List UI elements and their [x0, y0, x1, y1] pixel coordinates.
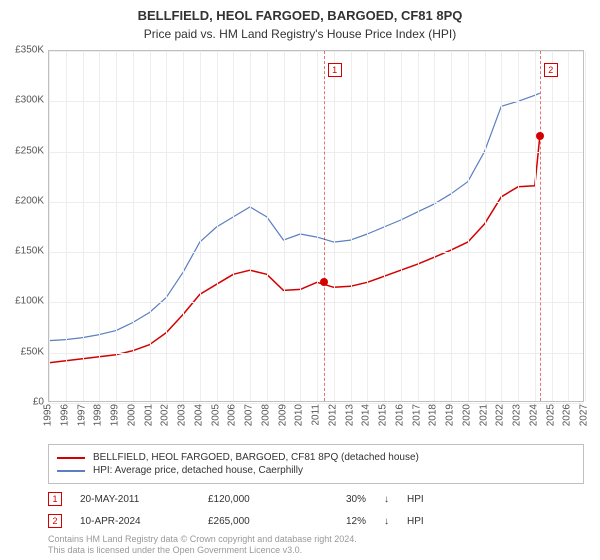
x-axis-label: 2025 — [545, 404, 556, 426]
legend: BELLFIELD, HEOL FARGOED, BARGOED, CF81 8… — [48, 444, 584, 484]
x-axis-label: 2015 — [378, 404, 389, 426]
y-axis-label: £50K — [0, 346, 44, 357]
marker-dot — [320, 278, 328, 286]
marker-badge: 1 — [328, 63, 342, 77]
license-text: Contains HM Land Registry data © Crown c… — [48, 534, 584, 557]
arrow-down-icon: ↓ — [384, 516, 389, 527]
x-axis-label: 2008 — [260, 404, 271, 426]
x-axis-label: 2022 — [495, 404, 506, 426]
x-axis-label: 2002 — [160, 404, 171, 426]
y-axis-label: £100K — [0, 296, 44, 307]
x-axis-label: 2020 — [461, 404, 472, 426]
footer-suffix: HPI — [407, 516, 424, 527]
y-axis-label: £350K — [0, 45, 44, 56]
footer-row: 2 10-APR-2024 £265,000 12% ↓ HPI — [48, 510, 584, 532]
x-axis-label: 1999 — [110, 404, 121, 426]
legend-item: BELLFIELD, HEOL FARGOED, BARGOED, CF81 8… — [57, 451, 575, 464]
footer-price: £120,000 — [208, 494, 298, 505]
x-axis-label: 2006 — [227, 404, 238, 426]
x-axis-label: 2003 — [177, 404, 188, 426]
marker-badge: 1 — [48, 492, 62, 506]
x-axis-label: 2013 — [344, 404, 355, 426]
x-axis-label: 1997 — [76, 404, 87, 426]
legend-label: BELLFIELD, HEOL FARGOED, BARGOED, CF81 8… — [93, 452, 419, 463]
footer-table: 1 20-MAY-2011 £120,000 30% ↓ HPI 2 10-AP… — [48, 488, 584, 532]
x-axis-label: 2000 — [126, 404, 137, 426]
x-axis-label: 2014 — [361, 404, 372, 426]
chart-container: BELLFIELD, HEOL FARGOED, BARGOED, CF81 8… — [0, 0, 600, 560]
footer-date: 20-MAY-2011 — [80, 494, 190, 505]
legend-swatch — [57, 457, 85, 459]
y-axis-label: £200K — [0, 195, 44, 206]
x-axis-label: 1998 — [93, 404, 104, 426]
x-axis-label: 2016 — [394, 404, 405, 426]
chart-subtitle: Price paid vs. HM Land Registry's House … — [0, 23, 600, 47]
x-axis-label: 2027 — [579, 404, 590, 426]
x-axis-label: 2018 — [428, 404, 439, 426]
legend-label: HPI: Average price, detached house, Caer… — [93, 465, 303, 476]
x-axis-label: 2024 — [528, 404, 539, 426]
footer-date: 10-APR-2024 — [80, 516, 190, 527]
footer-pct: 12% — [316, 516, 366, 527]
footer-pct: 30% — [316, 494, 366, 505]
legend-swatch — [57, 470, 85, 472]
legend-item: HPI: Average price, detached house, Caer… — [57, 464, 575, 477]
chart-title: BELLFIELD, HEOL FARGOED, BARGOED, CF81 8… — [0, 0, 600, 23]
x-axis-label: 2026 — [562, 404, 573, 426]
marker-badge: 2 — [544, 63, 558, 77]
x-axis-label: 2005 — [210, 404, 221, 426]
x-axis-label: 2004 — [193, 404, 204, 426]
marker-badge: 2 — [48, 514, 62, 528]
x-axis-label: 2007 — [244, 404, 255, 426]
marker-dot — [536, 132, 544, 140]
footer-suffix: HPI — [407, 494, 424, 505]
x-axis-label: 2001 — [143, 404, 154, 426]
y-axis-label: £250K — [0, 145, 44, 156]
license-line: This data is licensed under the Open Gov… — [48, 545, 302, 555]
arrow-down-icon: ↓ — [384, 494, 389, 505]
x-axis-label: 2011 — [311, 404, 322, 426]
x-axis-label: 2010 — [294, 404, 305, 426]
y-axis-label: £300K — [0, 95, 44, 106]
y-axis-label: £150K — [0, 246, 44, 257]
x-axis-label: 2012 — [327, 404, 338, 426]
x-axis-label: 2019 — [445, 404, 456, 426]
x-axis-label: 1996 — [59, 404, 70, 426]
x-axis-label: 2023 — [512, 404, 523, 426]
footer-price: £265,000 — [208, 516, 298, 527]
x-axis-label: 2021 — [478, 404, 489, 426]
x-axis-label: 1995 — [43, 404, 54, 426]
y-axis-label: £0 — [0, 397, 44, 408]
x-axis-label: 2009 — [277, 404, 288, 426]
plot-area: 12 — [48, 50, 584, 402]
x-axis-label: 2017 — [411, 404, 422, 426]
footer-row: 1 20-MAY-2011 £120,000 30% ↓ HPI — [48, 488, 584, 510]
license-line: Contains HM Land Registry data © Crown c… — [48, 534, 357, 544]
